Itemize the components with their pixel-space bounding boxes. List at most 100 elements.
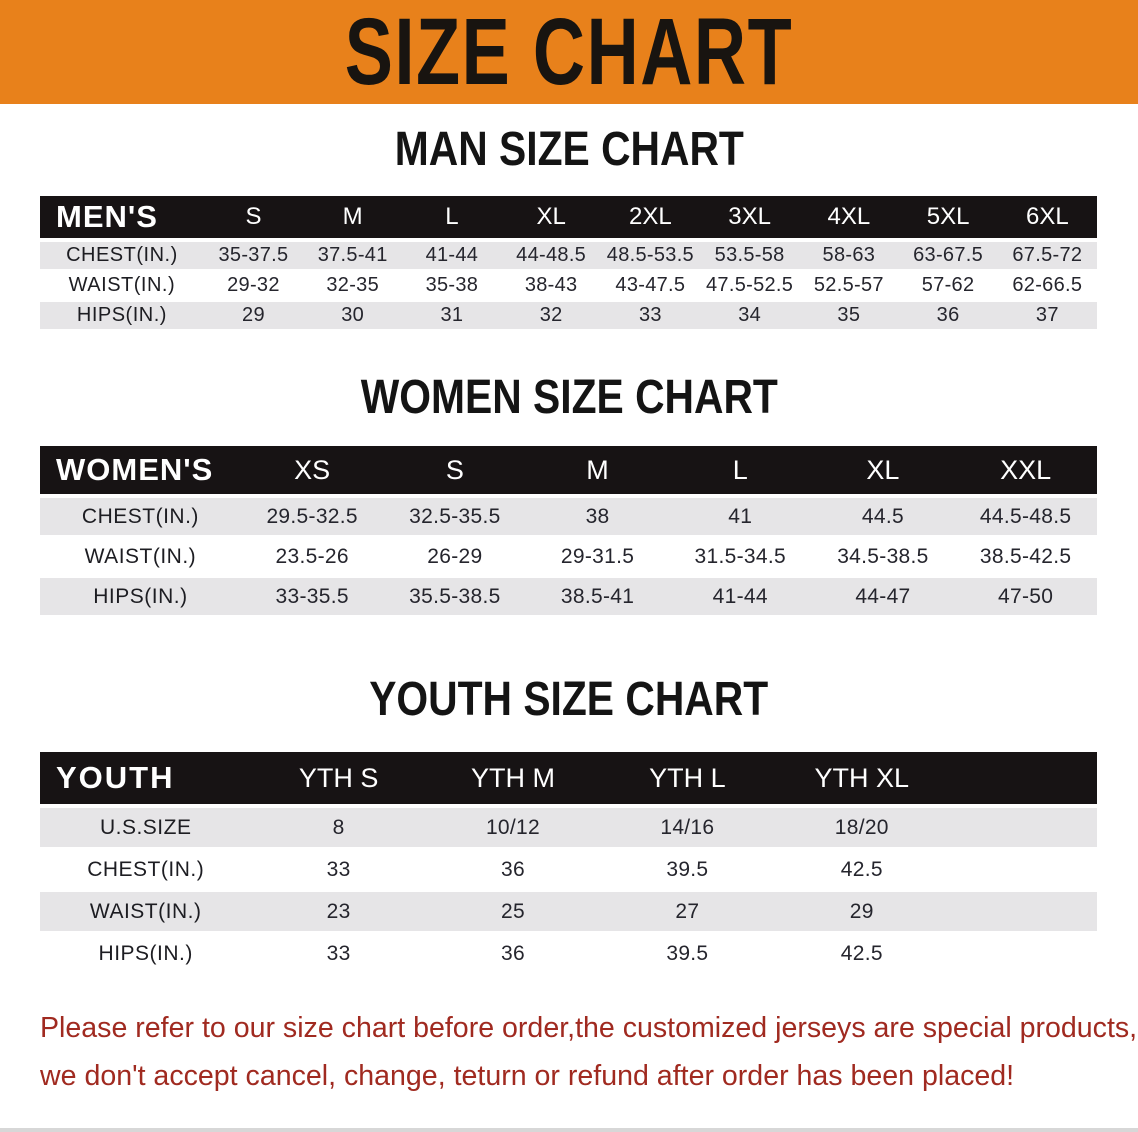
column-header: YTH S (251, 752, 426, 808)
size-value: 23.5-26 (240, 538, 384, 578)
size-value: 35-38 (402, 272, 502, 302)
size-value: 25 (425, 892, 601, 934)
size-chart-banner: SIZE CHART (0, 0, 1138, 104)
size-value: 41-44 (668, 578, 812, 618)
youth-size-table: YOUTH YTH S YTH M YTH L YTH XL U.S.SIZE 8 10/12… (40, 752, 1097, 976)
order-disclaimer: Please refer to our size chart before or… (40, 1004, 1138, 1100)
size-value: 33-35.5 (240, 578, 384, 618)
size-value: 26-29 (383, 538, 527, 578)
size-value: 36 (898, 302, 998, 332)
women-section-title: WOMEN SIZE CHART (0, 372, 1138, 424)
size-value: 43-47.5 (600, 272, 700, 302)
size-value: 39.5 (600, 850, 775, 892)
size-value: 29-31.5 (526, 538, 669, 578)
row-label: U.S.SIZE (40, 808, 252, 850)
size-value: 39.5 (600, 934, 775, 976)
size-value: 29 (774, 892, 949, 934)
column-header: 5XL (898, 196, 998, 242)
disclaimer-line-1: Please refer to our size chart before or… (40, 1012, 1138, 1044)
size-value: 38.5-42.5 (954, 538, 1097, 578)
size-value: 48.5-53.5 (600, 242, 700, 272)
size-value: 41 (668, 498, 812, 538)
table-row: CHEST(IN.) 35-37.5 37.5-41 41-44 44-48.5 48.5… (40, 242, 1097, 272)
column-header: S (383, 446, 527, 498)
disclaimer-line-2: we don't accept cancel, change, teturn o… (40, 1060, 1015, 1092)
size-value: 32 (501, 302, 601, 332)
header-row: WOMEN'S XS S M L XL XXL (40, 446, 1097, 498)
column-header: 6XL (997, 196, 1097, 242)
size-value: 44.5 (811, 498, 955, 538)
table-row: CHEST(IN.) 29.5-32.5 32.5-35.5 38 41 44.5 44.5… (40, 498, 1097, 538)
column-header: YTH M (425, 752, 601, 808)
row-label: HIPS(IN.) (40, 934, 252, 976)
women-size-table: WOMEN'S XS S M L XL XXL CHEST(IN.) 29.5-32.5 32.5… (40, 446, 1097, 618)
size-value: 33 (251, 850, 426, 892)
filler-cell (948, 808, 1097, 850)
table-row: HIPS(IN.) 29 30 31 32 33 34 35 36 37 (40, 302, 1097, 332)
column-header: 3XL (700, 196, 800, 242)
size-value: 37.5-41 (303, 242, 403, 272)
column-header: S (203, 196, 304, 242)
header-row: YOUTH YTH S YTH M YTH L YTH XL (40, 752, 1097, 808)
men-size-section: MAN SIZE CHART MEN'S S M L XL 2XL 3XL 4XL 5XL 6XL… (0, 124, 1138, 332)
size-value: 33 (600, 302, 700, 332)
table-row: HIPS(IN.) 33 36 39.5 42.5 (40, 934, 1097, 976)
row-label: HIPS(IN.) (40, 302, 204, 332)
row-label: WAIST(IN.) (40, 892, 252, 934)
size-value: 63-67.5 (898, 242, 998, 272)
size-value: 18/20 (774, 808, 949, 850)
size-value: 8 (251, 808, 426, 850)
row-label: HIPS(IN.) (40, 578, 241, 618)
column-header: 2XL (600, 196, 700, 242)
men-size-table: MEN'S S M L XL 2XL 3XL 4XL 5XL 6XL CHEST(IN.) 35-37… (40, 196, 1097, 332)
size-value: 37 (997, 302, 1097, 332)
size-value: 41-44 (402, 242, 502, 272)
table-row: WAIST(IN.) 23 25 27 29 (40, 892, 1097, 934)
banner-title: SIZE CHART (344, 0, 794, 105)
table-corner-label: MEN'S (40, 196, 204, 242)
size-value: 42.5 (774, 934, 949, 976)
women-section-title-text: WOMEN SIZE CHART (360, 371, 778, 424)
column-header: XXL (954, 446, 1097, 498)
youth-size-section: YOUTH SIZE CHART YOUTH YTH S YTH M YTH L YTH… (0, 674, 1138, 976)
size-value: 38.5-41 (526, 578, 669, 618)
table-row: HIPS(IN.) 33-35.5 35.5-38.5 38.5-41 41-44 44-… (40, 578, 1097, 618)
men-section-title: MAN SIZE CHART (0, 124, 1138, 176)
size-value: 57-62 (898, 272, 998, 302)
size-value: 47-50 (954, 578, 1097, 618)
table-row: WAIST(IN.) 23.5-26 26-29 29-31.5 31.5-34.5 34… (40, 538, 1097, 578)
filler-cell (948, 934, 1097, 976)
size-value: 35.5-38.5 (383, 578, 527, 618)
column-header: L (668, 446, 812, 498)
table-row: WAIST(IN.) 29-32 32-35 35-38 38-43 43-47.5 47.… (40, 272, 1097, 302)
size-value: 29-32 (203, 272, 304, 302)
size-value: 44-47 (811, 578, 955, 618)
youth-section-title-text: YOUTH SIZE CHART (369, 673, 769, 726)
size-value: 53.5-58 (700, 242, 800, 272)
size-value: 36 (425, 850, 601, 892)
column-header: YTH XL (774, 752, 949, 808)
filler-cell (948, 892, 1097, 934)
size-value: 31 (402, 302, 502, 332)
size-value: 42.5 (774, 850, 949, 892)
size-value: 29 (203, 302, 304, 332)
column-header: 4XL (799, 196, 899, 242)
size-value: 34 (700, 302, 800, 332)
size-value: 67.5-72 (997, 242, 1097, 272)
size-value: 32-35 (303, 272, 403, 302)
row-label: WAIST(IN.) (40, 272, 204, 302)
youth-section-title: YOUTH SIZE CHART (0, 674, 1138, 726)
size-value: 14/16 (600, 808, 775, 850)
size-value: 29.5-32.5 (240, 498, 384, 538)
size-value: 33 (251, 934, 426, 976)
size-value: 44.5-48.5 (954, 498, 1097, 538)
row-label: CHEST(IN.) (40, 498, 241, 538)
size-value: 35 (799, 302, 899, 332)
row-label: WAIST(IN.) (40, 538, 241, 578)
size-value: 35-37.5 (203, 242, 304, 272)
size-value: 36 (425, 934, 601, 976)
size-value: 34.5-38.5 (811, 538, 955, 578)
size-value: 23 (251, 892, 426, 934)
filler-cell (948, 850, 1097, 892)
size-value: 58-63 (799, 242, 899, 272)
